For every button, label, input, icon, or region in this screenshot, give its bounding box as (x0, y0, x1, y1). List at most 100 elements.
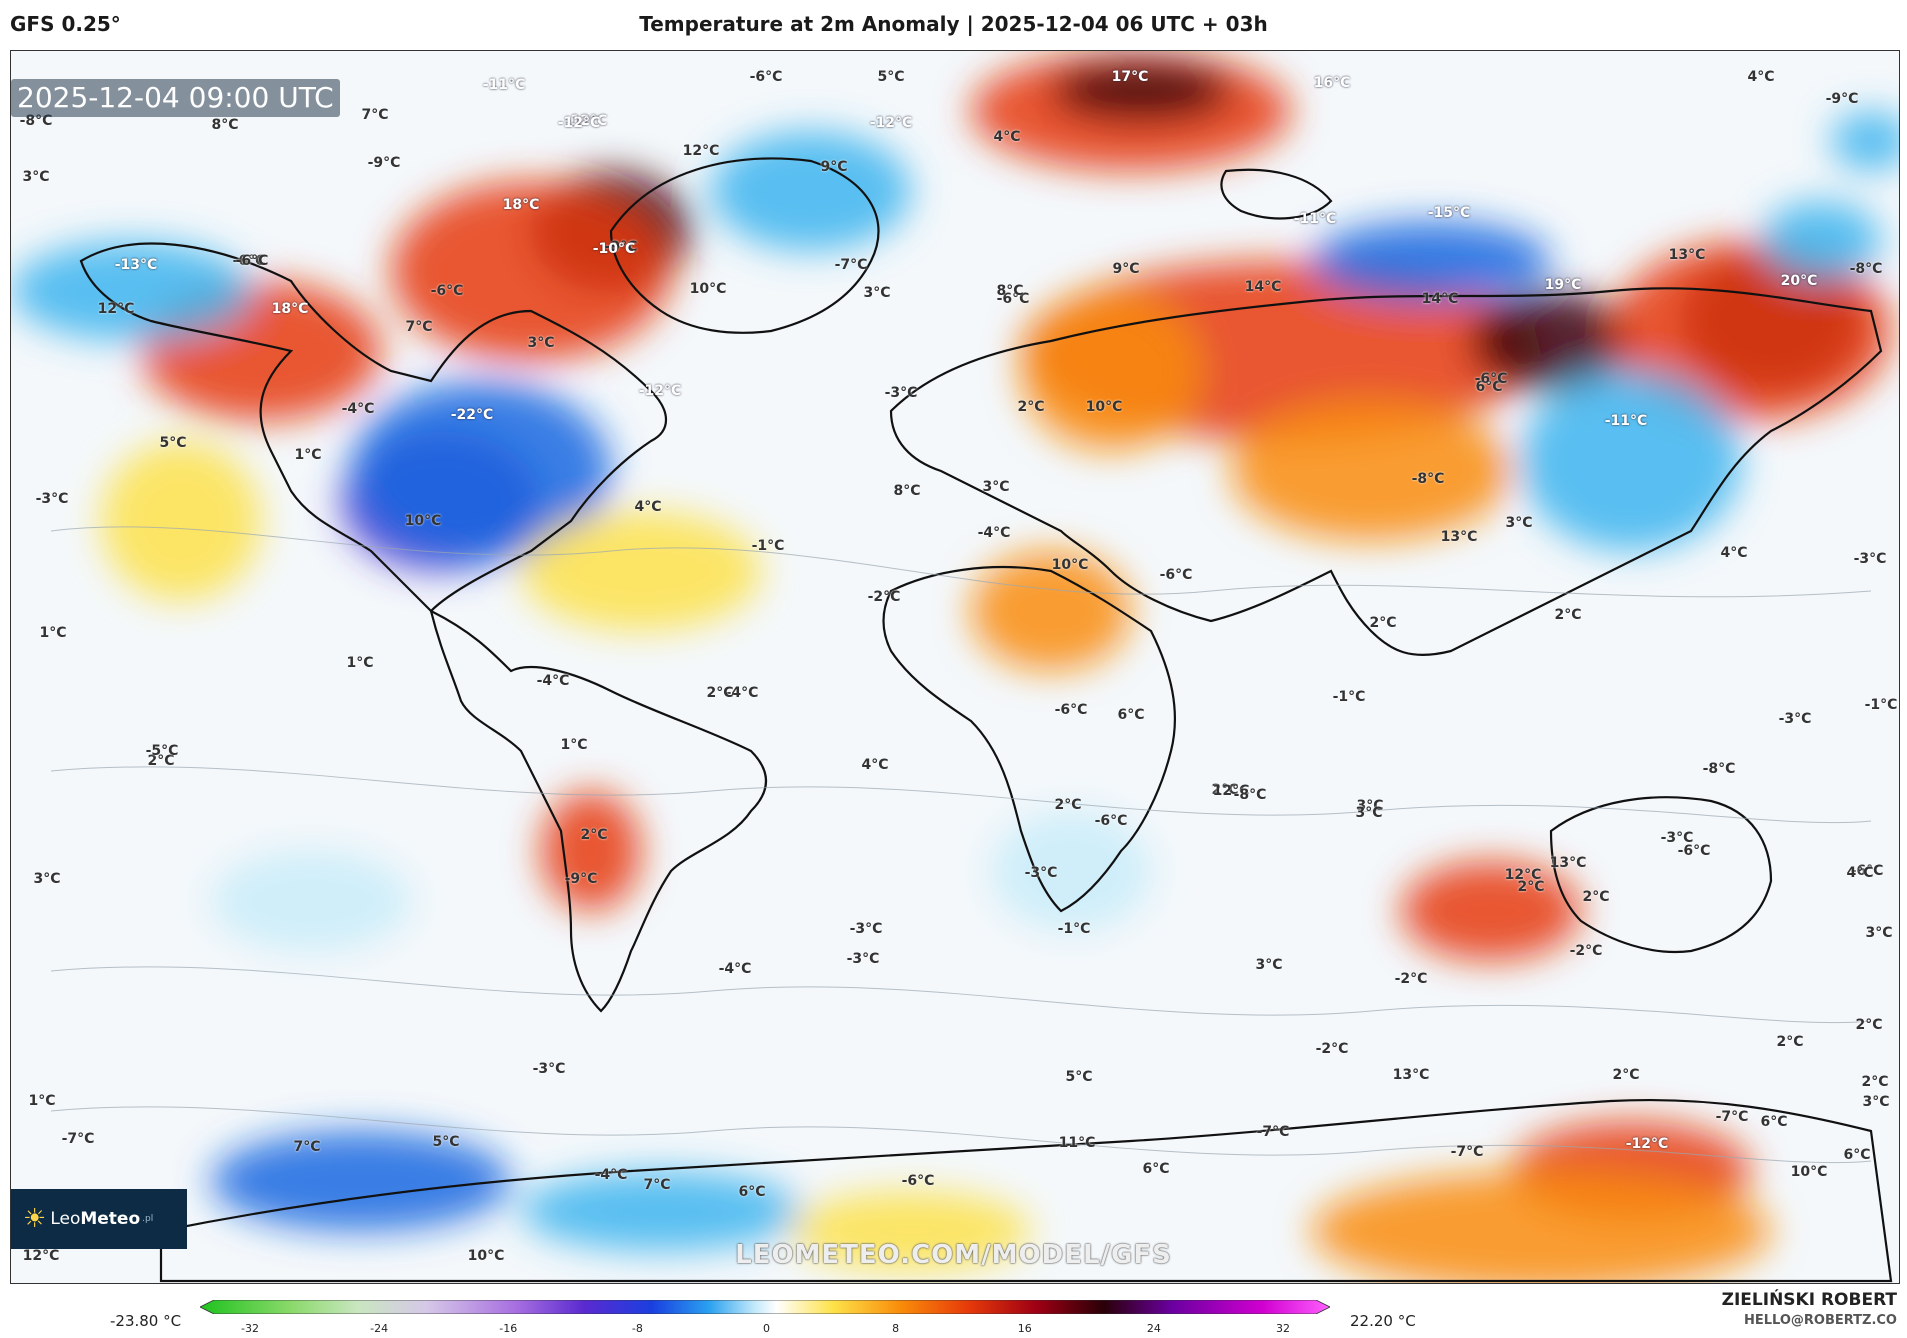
temperature-anomaly-label: 4°C (1720, 545, 1748, 561)
temperature-anomaly-label: -6°C (235, 253, 269, 269)
temperature-anomaly-label: 7°C (293, 1139, 321, 1155)
map-canvas (11, 51, 1899, 1283)
colorbar-tick-label: 8 (892, 1322, 900, 1335)
anomaly-region (1311, 221, 1551, 301)
temperature-anomaly-label: 10°C (1051, 557, 1089, 573)
temperature-anomaly-label: 19°C (1544, 277, 1582, 293)
temperature-anomaly-label: -13°C (114, 257, 158, 273)
temperature-anomaly-label: -6°C (1094, 813, 1128, 829)
temperature-anomaly-label: 13°C (1440, 529, 1478, 545)
temperature-anomaly-label: 10°C (1790, 1164, 1828, 1180)
temperature-anomaly-label: 2°C (706, 685, 734, 701)
temperature-anomaly-label: -8°C (1233, 787, 1267, 803)
author-name: ZIELIŃSKI ROBERT (1721, 1290, 1897, 1310)
temperature-anomaly-label: 10°C (1085, 399, 1123, 415)
colorbar-tick-label: -16 (499, 1322, 518, 1335)
temperature-anomaly-label: -6°C (901, 1173, 935, 1189)
temperature-anomaly-label: -7°C (1450, 1144, 1484, 1160)
temperature-anomaly-label: 4°C (634, 499, 662, 515)
logo-text-domain: .pl (142, 1214, 154, 1224)
anomaly-region (1831, 111, 1899, 171)
anomaly-region (211, 851, 411, 951)
temperature-anomaly-label: 2°C (1554, 607, 1582, 623)
temperature-anomaly-label: -10°C (592, 241, 636, 257)
colorbar-tick-label: 16 (1017, 1322, 1032, 1335)
temperature-anomaly-label: -6°C (430, 283, 464, 299)
temperature-anomaly-label: 12°C (1504, 867, 1542, 883)
temperature-anomaly-label: -2°C (1569, 943, 1603, 959)
temperature-anomaly-label: -8°C (1411, 471, 1445, 487)
sun-icon: ☀ (23, 1204, 47, 1234)
anomaly-contours (50, 526, 1872, 1164)
temperature-anomaly-label: 2°C (580, 827, 608, 843)
temperature-anomaly-label: 1°C (294, 447, 322, 463)
temperature-anomaly-label: 8°C (996, 283, 1024, 299)
temperature-anomaly-label: -4°C (718, 961, 752, 977)
temperature-anomaly-label: 9°C (1112, 261, 1140, 277)
temperature-anomaly-label: -12°C (638, 383, 682, 399)
temperature-anomaly-label: 5°C (159, 435, 187, 451)
temperature-anomaly-label: -12°C (564, 113, 608, 129)
temperature-anomaly-label: 10°C (404, 513, 442, 529)
temperature-anomaly-label: 6°C (1760, 1114, 1788, 1130)
temperature-anomaly-label: 7°C (643, 1177, 671, 1193)
temperature-anomaly-label: -6°C (1474, 371, 1508, 387)
logo-text-leo: Leo (50, 1209, 81, 1229)
temperature-anomaly-label: -3°C (846, 951, 880, 967)
temperature-anomaly-label: -3°C (1778, 711, 1812, 727)
temperature-anomaly-label: -5°C (145, 743, 179, 759)
temperature-anomaly-label: 6°C (1142, 1161, 1170, 1177)
map-background (11, 51, 1899, 1283)
temperature-anomaly-label: 6°C (1475, 379, 1503, 395)
temperature-anomaly-label: -1°C (1332, 689, 1366, 705)
leometeo-logo[interactable]: ☀ Leo Meteo .pl (11, 1189, 187, 1249)
colorbar-tick-label: 24 (1146, 1322, 1161, 1335)
temperature-anomaly-label: 6°C (738, 1184, 766, 1200)
temperature-anomaly-label: -4°C (341, 401, 375, 417)
anomaly-region (1471, 291, 1631, 391)
temperature-anomaly-label: -1°C (1057, 921, 1091, 937)
temperature-anomaly-label: 3°C (982, 479, 1010, 495)
temperature-anomaly-label: 12°C (22, 1248, 60, 1264)
watermark-url: LEOMETEO.COM/MODEL/GFS (735, 1240, 1172, 1270)
colorbar-tick-label: -24 (370, 1322, 389, 1335)
anomaly-region (101, 441, 261, 601)
anomaly-region (1021, 291, 1201, 451)
temperature-anomaly-label: -12°C (1625, 1136, 1669, 1152)
colorbar-tick-label: -8 (631, 1322, 643, 1335)
temperature-anomaly-label: 3°C (863, 285, 891, 301)
temperature-anomaly-label: 3°C (1865, 925, 1893, 941)
temperature-anomaly-label: -3°C (532, 1061, 566, 1077)
temperature-anomaly-label: 13°C (1668, 247, 1706, 263)
temperature-anomaly-label: 17°C (1111, 69, 1149, 85)
temperature-anomaly-label: 6°C (1843, 1147, 1871, 1163)
temperature-anomaly-label: 8°C (893, 483, 921, 499)
anomaly-region (1761, 201, 1881, 281)
temperature-anomaly-label: -11°C (1293, 211, 1337, 227)
temperature-anomaly-label: -6°C (232, 253, 266, 269)
temperature-anomaly-label: 1°C (28, 1093, 56, 1109)
temperature-anomaly-label: -22°C (450, 407, 494, 423)
temperature-anomaly-label: 3°C (1355, 805, 1383, 821)
temperature-anomaly-label: -9°C (367, 155, 401, 171)
anomaly-region (211, 1131, 511, 1231)
logo-text-meteo: Meteo (80, 1209, 141, 1229)
anomaly-map[interactable]: -11°C -6°C 5°C -12°C 4°C -9°C -8°C 8°C 7°C 17°C 16… (10, 50, 1900, 1284)
author-email[interactable]: HELLO@ROBERTZ.CO (1743, 1313, 1897, 1328)
temperature-anomaly-label: -7°C (1256, 1124, 1290, 1140)
colorbar-tick-label: 0 (763, 1322, 770, 1335)
temperature-anomaly-label: -3°C (849, 921, 883, 937)
temperature-anomaly-label: -3°C (1853, 551, 1887, 567)
temperature-anomaly-label: 2°C (147, 753, 175, 769)
temperature-anomaly-label: 6°C (1117, 707, 1145, 723)
temperature-anomaly-label: -6°C (1850, 863, 1884, 879)
temperature-anomaly-label: 4°C (1747, 69, 1775, 85)
anomaly-region (1401, 861, 1581, 961)
temperature-anomaly-label: 12°C (97, 301, 135, 317)
temperature-anomaly-label: -4°C (977, 525, 1011, 541)
temperature-anomaly-label: 7°C (405, 319, 433, 335)
temperature-anomaly-label: 5°C (432, 1134, 460, 1150)
temperature-anomaly-label: 5°C (877, 69, 905, 85)
temperature-anomaly-label: 2°C (1855, 1017, 1883, 1033)
anomaly-region (991, 811, 1151, 931)
